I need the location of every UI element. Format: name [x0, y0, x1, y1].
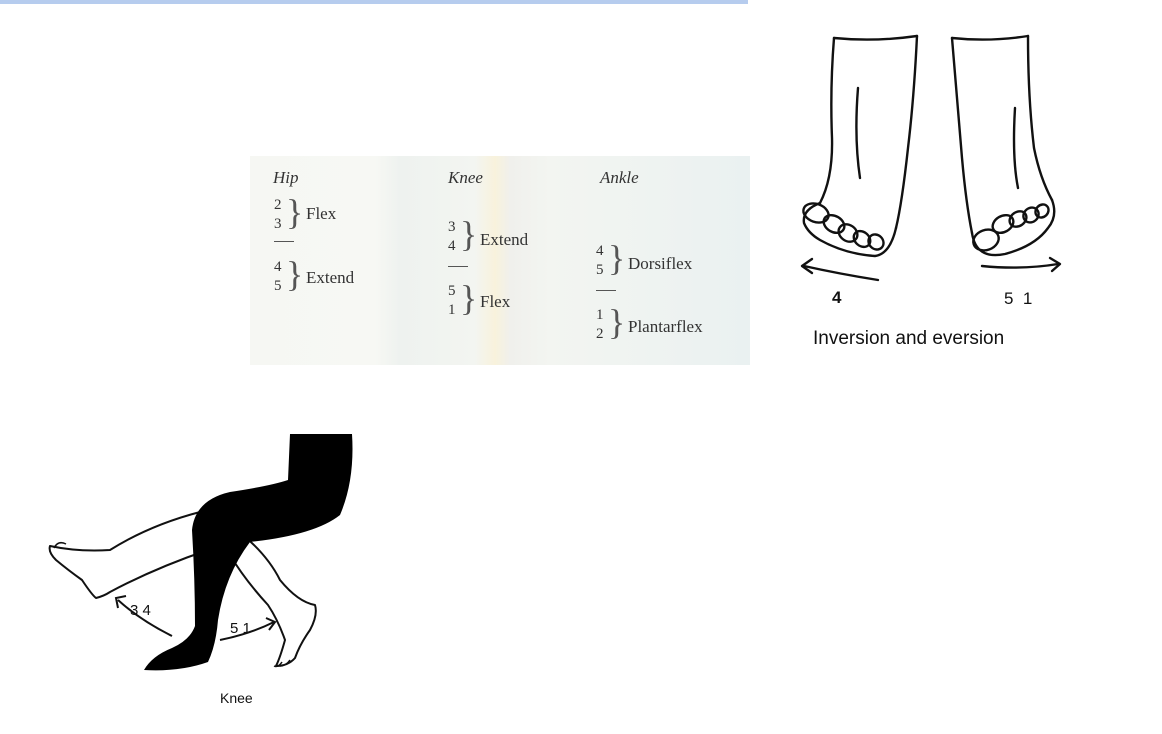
knee-flex-label: Flex	[480, 292, 511, 311]
knee-extend-num-1: 3	[448, 219, 456, 235]
knee-arrow-label-5-1: 5 1	[230, 620, 251, 637]
hip-extend-label: Extend	[306, 268, 355, 287]
feet-illustration: 4 5 1	[800, 34, 1062, 308]
header-hip: Hip	[273, 168, 299, 187]
hip-flex-num-1: 2	[274, 197, 282, 213]
ankle-plantarflex-num-2: 2	[596, 326, 604, 342]
hip-divider	[274, 241, 294, 242]
knee-extend-num-2: 4	[448, 238, 456, 254]
knee-caption: Knee	[220, 690, 253, 706]
ankle-divider	[596, 290, 616, 291]
knee-flex-num-2: 1	[448, 302, 456, 318]
knee-illustration: 3 4 5 1	[48, 434, 353, 671]
feet-caption: Inversion and eversion	[813, 328, 1005, 349]
header-knee: Knee	[448, 168, 483, 187]
hip-extend-num-1: 4	[274, 259, 282, 275]
knee-flex-num-1: 5	[448, 283, 456, 299]
hip-flex-label: Flex	[306, 204, 337, 223]
foot-arrow-label-4: 4	[832, 288, 842, 307]
top-accent-bar	[0, 0, 748, 4]
ankle-plantarflex-label: Plantarflex	[628, 317, 703, 336]
header-ankle: Ankle	[600, 168, 639, 187]
knee-extend-label: Extend	[480, 230, 529, 249]
knee-arrow-label-3-4: 3 4	[130, 602, 151, 619]
hip-flex-num-2: 3	[274, 216, 282, 232]
foot-arrow-label-5-1: 5 1	[1004, 289, 1032, 308]
hip-extend-num-2: 5	[274, 278, 282, 294]
knee-divider	[448, 266, 468, 267]
ankle-dorsiflex-label: Dorsiflex	[628, 254, 693, 273]
ankle-dorsiflex-num-2: 5	[596, 262, 604, 278]
ankle-plantarflex-num-1: 1	[596, 307, 604, 323]
ankle-dorsiflex-num-1: 4	[596, 243, 604, 259]
